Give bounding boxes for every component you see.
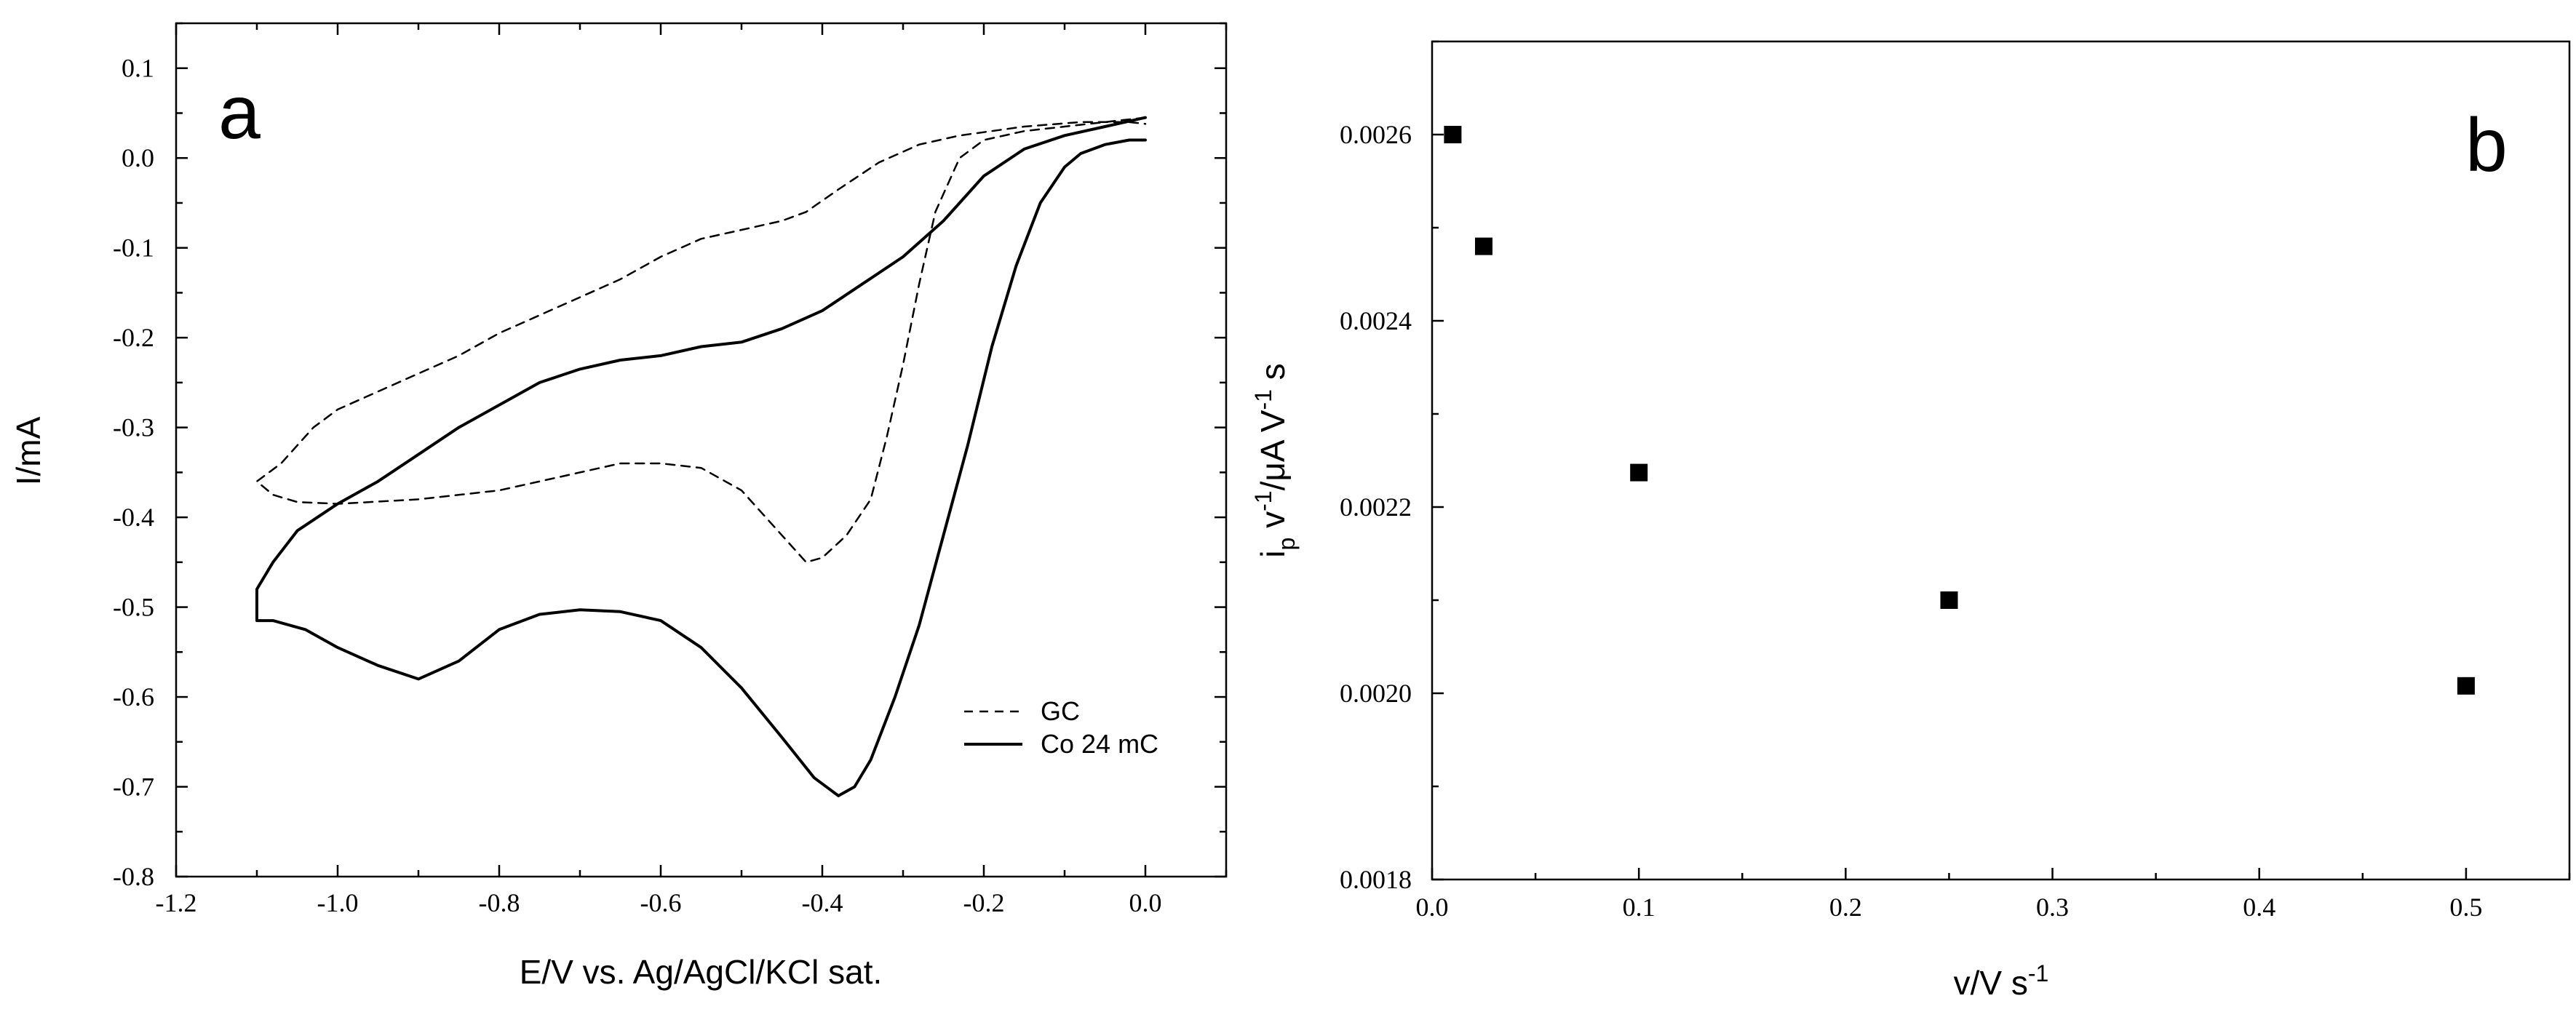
a-x-tick-label-m0p6: -0.6: [640, 888, 682, 917]
b-x-tick-label-0p3: 0.3: [2036, 893, 2069, 922]
panel-a-x-ticks: -1.2 -1.0 -0.8 -0.6 -0.4 -0.2 0.0: [156, 23, 1228, 917]
a-y-tick-label-m0p2: -0.2: [113, 323, 154, 352]
ylabel-v2-sup: -1: [1250, 389, 1276, 410]
data-point-0: [1444, 126, 1462, 143]
data-point-3: [1940, 591, 1958, 609]
panel-a-y-axis-title: I/mA: [9, 416, 47, 485]
b-y-tick-label-0p0024: 0.0024: [1340, 306, 1412, 335]
data-point-4: [2457, 677, 2475, 695]
data-point-2: [1630, 463, 1648, 482]
panel-a-legend: GC Co 24 mC: [964, 696, 1158, 759]
b-x-tick-label-0: 0.0: [1416, 893, 1449, 922]
b-x-tick-label-0p5: 0.5: [2449, 893, 2482, 922]
series-gc: [255, 116, 1147, 564]
panel-b-scatter-chart: 0.0 0.1 0.2 0.3 0.4 0.5 0.00180.00200.00220.0…: [1250, 40, 2571, 1002]
a-y-tick-label-m0p1: -0.1: [113, 234, 154, 263]
a-y-tick-label-m0p6: -0.6: [113, 682, 154, 711]
b-y-tick-label-0p0026: 0.0026: [1340, 120, 1412, 149]
panel-b-y-ticks: 0.0018 0.0020 0.0022 0.0024 0.0026: [1340, 40, 1444, 894]
panel-b-y-axis-title: ip v-1/μA V-1 s: [1250, 363, 1300, 557]
a-x-tick-label-0: 0.0: [1129, 888, 1162, 917]
panel-b-plot-frame: [1431, 40, 2571, 881]
series-co-24-mc: [255, 116, 1147, 797]
panel-b-letter: b: [2465, 103, 2508, 188]
panel-a-curves: [255, 116, 1147, 797]
panel-a-letter: a: [218, 71, 261, 155]
legend-gc-label: GC: [1041, 696, 1080, 726]
a-x-tick-label-m0p8: -0.8: [479, 888, 520, 917]
a-y-tick-label-0p1: 0.1: [122, 54, 154, 83]
b-y-tick-label-0p002: 0.0020: [1340, 679, 1412, 708]
b-x-tick-label-0p4: 0.4: [2243, 893, 2275, 922]
a-y-tick-label-m0p5: -0.5: [113, 593, 154, 622]
ylabel-i-sub: p: [1273, 538, 1300, 551]
b-y-tick-label-0p0022: 0.0022: [1340, 492, 1412, 522]
ylabel-v: v: [1254, 511, 1292, 538]
a-y-tick-label-0: 0.0: [122, 143, 154, 172]
a-x-tick-label-m0p4: -0.4: [802, 888, 843, 917]
a-y-tick-label-m0p8: -0.8: [113, 862, 154, 891]
ylabel-mid: /μA V: [1254, 410, 1292, 490]
data-point-1: [1475, 237, 1492, 255]
panel-b-x-axis-title-main: v/V s: [1954, 964, 2028, 1002]
b-x-tick-label-0p2: 0.2: [1829, 893, 1862, 922]
legend-co-label: Co 24 mC: [1041, 729, 1158, 759]
panel-a-plot-frame: [175, 22, 1228, 878]
panel-a-y-ticks: -0.8 -0.7 -0.6 -0.5 -0.4 -0.3 -0.2 -0.1 0.0 0.1: [113, 22, 1226, 891]
panel-b-x-ticks: 0.0 0.1 0.2 0.3 0.4 0.5: [1416, 868, 2571, 922]
ylabel-i: i: [1254, 550, 1292, 557]
a-x-tick-label-m1p2: -1.2: [156, 888, 197, 917]
a-y-tick-label-m0p7: -0.7: [113, 773, 154, 802]
a-x-tick-label-m1: -1.0: [317, 888, 359, 917]
b-y-tick-label-0p0018: 0.0018: [1340, 865, 1412, 894]
ylabel-end: s: [1254, 363, 1292, 389]
panel-b-x-axis-title: v/V s-1: [1954, 960, 2049, 1002]
panel-b-x-axis-title-sup: -1: [2028, 960, 2048, 986]
panel-b-points: [1444, 126, 2475, 695]
b-x-tick-label-0p1: 0.1: [1623, 893, 1655, 922]
a-y-tick-label-m0p3: -0.3: [113, 413, 154, 442]
panel-a-cv-chart: -1.2 -1.0 -0.8 -0.6 -0.4 -0.2 0.0 -0.8 -0.7 -0.6…: [9, 22, 1228, 991]
a-x-tick-label-m0p2: -0.2: [963, 888, 1005, 917]
panel-a-x-axis-title: E/V vs. Ag/AgCl/KCl sat.: [520, 953, 883, 991]
ylabel-v-sup: -1: [1250, 490, 1276, 511]
a-y-tick-label-m0p4: -0.4: [113, 503, 154, 532]
